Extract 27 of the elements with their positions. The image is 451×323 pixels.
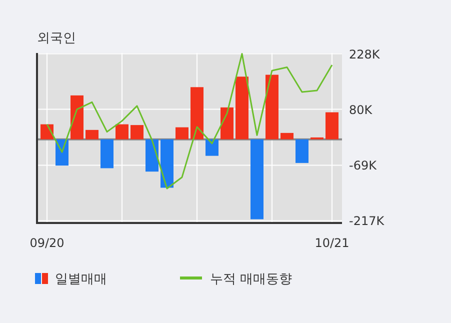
bar	[280, 132, 294, 140]
legend-label: 누적 매매동향	[210, 272, 292, 287]
bar	[100, 139, 114, 168]
bar	[190, 87, 204, 140]
bar	[266, 74, 278, 140]
bar	[146, 139, 158, 172]
bar	[70, 95, 84, 140]
bar	[220, 107, 234, 140]
bar	[86, 130, 98, 140]
chart-title: 외국인	[37, 31, 76, 46]
bar	[116, 124, 128, 140]
bar	[176, 127, 188, 140]
line-series	[46, 53, 333, 190]
bar	[326, 112, 338, 140]
legend-label: 일별매매	[55, 272, 107, 287]
y-tick-label: -217K	[349, 214, 386, 228]
x-tick-label: 09/20	[30, 236, 64, 250]
bar	[236, 76, 248, 140]
bar	[160, 139, 174, 188]
x-tick-label: 10/21	[314, 236, 350, 250]
bar	[250, 139, 264, 220]
y-tick-label: 80K	[349, 102, 374, 117]
y-tick-label: 228K	[349, 47, 381, 62]
bar	[296, 139, 308, 163]
bar	[206, 139, 218, 156]
y-tick-label: -69K	[349, 158, 378, 173]
bar	[130, 125, 144, 140]
